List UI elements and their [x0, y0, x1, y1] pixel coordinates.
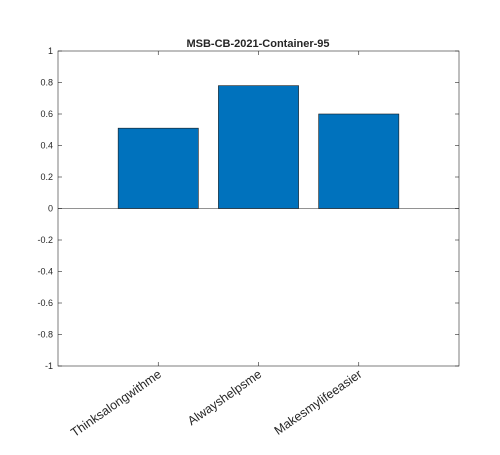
- x-tick-label: Thinksalongwithme: [68, 367, 164, 440]
- y-tick-label: 1: [48, 46, 53, 56]
- y-tick-label: -1: [45, 361, 53, 371]
- plot-area: -1 -0.8 -0.6 -0.4 -0.2 0 0.2 0.4 0.6 0.8 1 Thinksal…: [37, 46, 460, 440]
- y-tick-label: 0.6: [40, 109, 53, 119]
- y-tick-label: -0.4: [37, 267, 53, 277]
- x-tick-label: Alwayshelpsme: [185, 367, 264, 428]
- y-tick-label: 0.4: [40, 141, 53, 151]
- y-tick-label: 0.2: [40, 172, 53, 182]
- bar-thinksalongwithme: [117, 127, 199, 209]
- y-tick-label: -0.6: [37, 298, 53, 308]
- y-tick-label: 0: [48, 204, 53, 214]
- bar-alwayshelpsme: [218, 85, 299, 209]
- x-tick-label: Makesmylifeeasier: [272, 367, 365, 438]
- y-tick-label: -0.2: [37, 235, 53, 245]
- y-tick-label: -0.8: [37, 330, 53, 340]
- y-tick-label: 0.8: [40, 78, 53, 88]
- bar-makesmylifeeasier: [318, 113, 400, 209]
- chart-title: MSB-CB-2021-Container-95: [186, 38, 329, 50]
